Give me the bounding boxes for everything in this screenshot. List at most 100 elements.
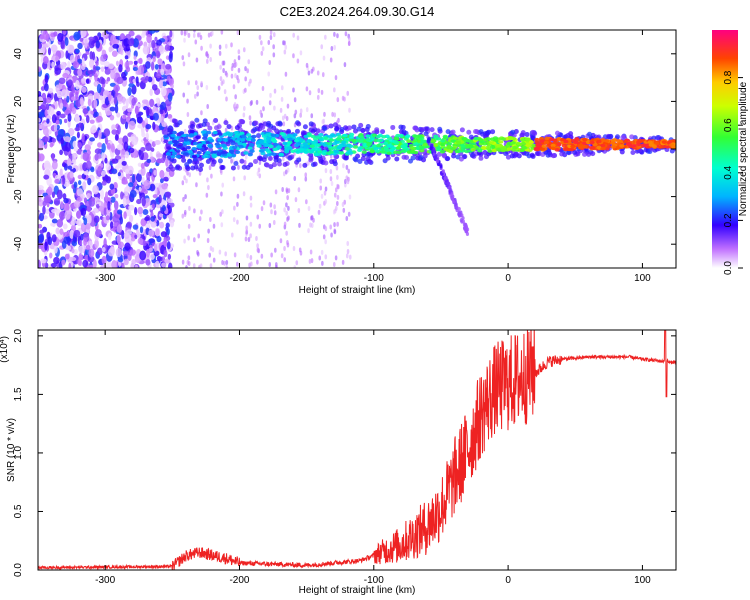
heatmap-cell [283,207,286,213]
heatmap-cell [73,229,81,238]
heatmap-cell [333,112,337,118]
heatmap-cell [206,104,209,110]
heatmap-cell [59,102,64,110]
heatmap-cell [82,181,87,191]
heatmap-cell [62,175,66,185]
heatmap-cell [306,139,312,143]
heatmap-cell [342,163,345,169]
heatmap-cell [121,180,129,185]
heatmap-cell [77,58,83,64]
heatmap-cell [103,128,111,137]
colorbar-tick-label: 0.0 [723,261,734,275]
heatmap-cell [45,208,50,215]
heatmap-cell [142,209,149,216]
heatmap-cell [477,148,483,153]
heatmap-cell [477,137,484,142]
heatmap-cell [366,142,372,147]
heatmap-cell [457,212,461,217]
heatmap-cell [286,128,292,134]
heatmap-cell [344,178,347,184]
heatmap-cell [101,151,106,161]
heatmap-cell [578,145,584,150]
heatmap-cell [101,142,106,153]
snr-x-tick-label: -100 [364,575,384,586]
heatmap-cell [199,34,203,40]
heatmap-cell [250,138,256,142]
heatmap-cell [163,134,169,139]
heatmap-cell [46,186,53,196]
heatmap-cell [200,209,203,215]
heatmap-cell [629,134,635,140]
heatmap-cell [355,138,362,143]
heatmap-cell [68,262,72,268]
heatmap-cell [86,192,91,199]
heatmap-cell [109,106,116,112]
heatmap-cell [287,205,290,211]
heatmap-cell [374,149,380,153]
heatmap-cell [473,145,479,149]
heatmap-cell [280,85,284,91]
heatmap-cell [42,43,46,54]
heatmap-cell [400,149,406,153]
heatmap-cell [247,59,251,65]
heatmap-cell [296,35,300,41]
heatmap-cell [245,225,248,231]
heatmap-cell [123,258,129,266]
heatmap-cell [232,145,238,150]
heatmap-cell [464,143,470,148]
heatmap-cell [413,134,419,139]
heatmap-cell [264,143,270,147]
heatmap-cell [81,57,85,67]
heatmap-cell [339,127,345,133]
heatmap-cell [116,144,124,151]
heatmap-cell [73,181,78,189]
heatmap-cell [383,146,389,150]
heatmap-cell [200,45,203,51]
heatmap-cell [151,84,158,91]
heatmap-cell [272,147,278,152]
heatmap-cell [106,111,112,116]
heatmap-cell [345,143,351,148]
heatmap-cell [156,153,163,158]
heatmap-cell [181,55,185,61]
heatmap-cell [255,99,259,105]
heatmap-cell [187,32,191,38]
heatmap-cell [103,61,110,68]
heatmap-cell [460,146,466,151]
heatmap-cell [285,202,288,208]
heatmap-cell [236,201,239,207]
heatmap-cell [331,111,334,117]
heatmap-cell [117,172,121,177]
heatmap-cell [73,31,81,41]
heatmap-cell [303,134,309,139]
heatmap-cell [347,40,351,46]
heatmap-cell [282,171,286,177]
heatmap-cell [101,255,107,265]
heatmap-cell [211,153,217,157]
heatmap-cell [572,149,578,155]
heatmap-cell [82,107,89,115]
heatmap-cell [97,142,103,148]
heatmap-cell [76,188,84,197]
heatmap-cell [220,170,223,176]
heatmap-cell [164,258,171,264]
heatmap-cell [205,151,211,155]
heatmap-cell [237,141,243,146]
heatmap-cell [230,73,234,79]
heatmap-cell [197,32,200,38]
heatmap-cell [38,139,43,148]
heatmap-cell [419,148,425,153]
heatmap-cell [497,143,503,148]
heatmap-cell [464,149,470,154]
heatmap-cell [221,260,224,266]
heatmap-cell [156,39,163,46]
heatmap-cell [58,211,66,220]
heatmap-cell [161,183,168,190]
heatmap-cell [196,151,202,155]
heatmap-cell [345,164,349,170]
heatmap-cell [647,140,653,144]
heatmap-cell [279,107,283,113]
heatmap-cell [116,112,121,118]
heatmap-cell [246,133,252,137]
heatmap-cell [324,198,328,204]
